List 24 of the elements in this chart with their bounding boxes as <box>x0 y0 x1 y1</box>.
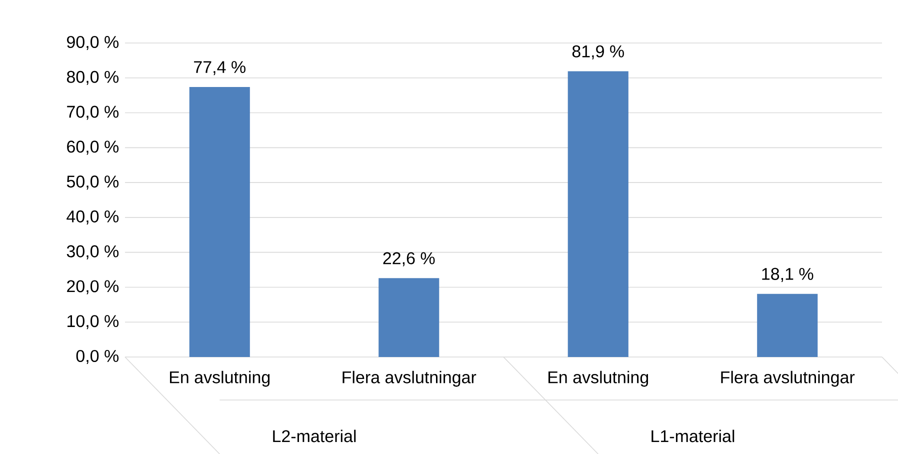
y-tick-label: 60,0 % <box>67 140 119 155</box>
y-tick-label: 20,0 % <box>67 280 119 294</box>
text: L2-material <box>273 430 356 442</box>
x-tick-label: En avslutning <box>170 370 270 387</box>
y-tick-label: 40,0 % <box>66 210 119 224</box>
text: L1-material <box>652 430 734 442</box>
y-tick-label: 70,0 % <box>67 106 119 120</box>
data-label: 18,1 % <box>762 268 814 282</box>
y-tick-label: 90,0 % <box>67 36 119 50</box>
x-tick-label: En avslutning <box>548 370 648 387</box>
bar <box>568 71 628 357</box>
data-label: 22,6 % <box>383 252 435 266</box>
bar <box>757 294 818 357</box>
y-tick-label: 10,0 % <box>68 315 119 330</box>
x-tick-label: Flera avslutningar <box>342 370 476 387</box>
y-tick-label: 80,0 % <box>66 70 119 85</box>
bar <box>189 86 250 357</box>
y-tick-label: 30,0 % <box>66 245 119 260</box>
data-label: 77,4 % <box>194 61 246 76</box>
y-tick-label: 0,0 % <box>76 350 119 364</box>
bar <box>378 278 440 357</box>
data-label: 81,9 % <box>572 45 624 60</box>
x-tick-label: Flera avslutningar <box>721 370 855 387</box>
y-tick-label: 50,0 % <box>66 176 119 190</box>
